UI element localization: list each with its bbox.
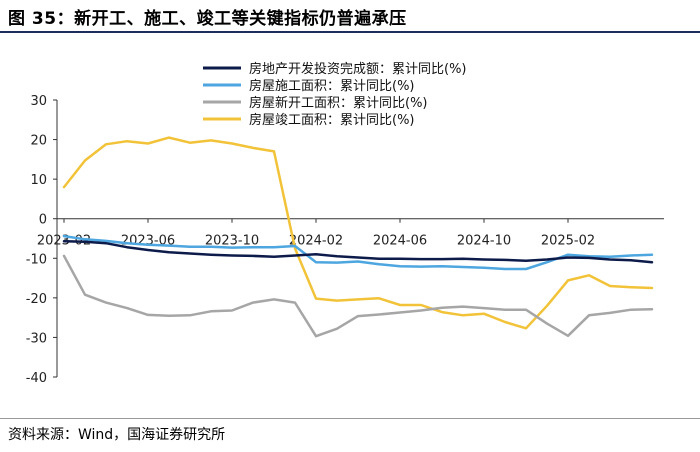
- series-line-2: [62, 254, 654, 338]
- y-tick-label: 10: [30, 173, 47, 188]
- y-tick-label: 20: [30, 134, 47, 149]
- y-tick-label: -20: [26, 292, 47, 307]
- x-tick-label: 2025-02: [541, 234, 595, 249]
- series-line-3: [62, 136, 654, 330]
- y-tick-label: -10: [26, 252, 47, 267]
- y-tick-label: -30: [26, 331, 47, 346]
- x-tick-label: 2023-10: [205, 234, 259, 249]
- title-rule: [0, 31, 700, 33]
- legend-label-3: 房屋竣工面积：累计同比(%): [249, 112, 415, 128]
- series-line-0: [62, 240, 654, 264]
- figure-title: 图 35：新开工、施工、竣工等关键指标仍普遍承压: [8, 9, 407, 29]
- y-axis: 30 20 10 0 -10 -20 -30 -40: [26, 94, 58, 386]
- legend: 房地产开发投资完成额：累计同比(%)房屋施工面积：累计同比(%)房屋新开工面积：…: [203, 61, 467, 128]
- source-note: 资料来源：Wind，国海证券研究所: [8, 427, 226, 443]
- x-tick-label: 2024-02: [289, 234, 343, 249]
- legend-label-1: 房屋施工面积：累计同比(%): [249, 78, 415, 94]
- x-tick-label: 2024-06: [373, 234, 427, 249]
- x-tick-label: 2024-10: [457, 234, 511, 249]
- series-layer: [62, 136, 654, 338]
- y-tick-label: 30: [30, 94, 47, 109]
- y-tick-label: -40: [26, 371, 47, 386]
- y-tick-label: 0: [39, 213, 47, 228]
- legend-label-0: 房地产开发投资完成额：累计同比(%): [249, 61, 467, 77]
- legend-label-2: 房屋新开工面积：累计同比(%): [249, 95, 428, 111]
- bottom-rule: [0, 418, 700, 419]
